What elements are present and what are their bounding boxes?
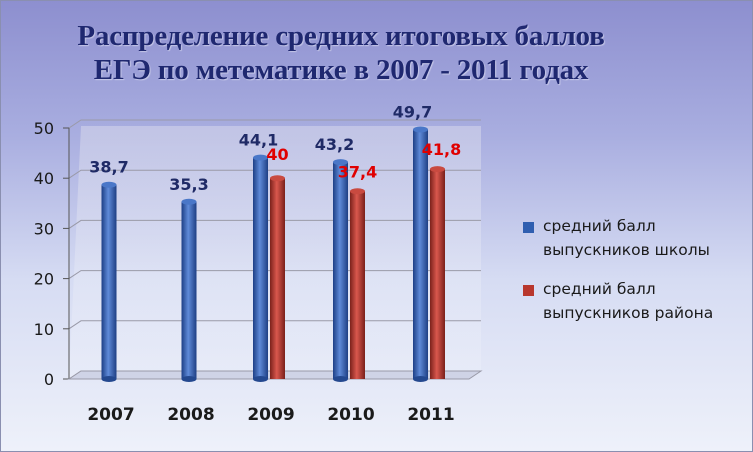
bar-base xyxy=(181,376,197,382)
data-label-district: 40 xyxy=(266,145,288,164)
y-tick-label: 40 xyxy=(34,169,54,188)
bar-school xyxy=(253,157,268,379)
x-category-label: 2008 xyxy=(167,405,214,425)
bar-cap-district xyxy=(430,166,445,173)
chart-title: Распределение средних итоговых баллов ЕГ… xyxy=(31,19,651,87)
data-label-district: 41,8 xyxy=(422,140,461,159)
gridline xyxy=(68,119,481,129)
bar-base xyxy=(253,376,268,382)
bar-school xyxy=(101,184,117,379)
legend-label-school-line-2: выпускников школы xyxy=(543,241,710,259)
y-tick-label: 50 xyxy=(34,119,54,138)
legend-swatch-district xyxy=(523,285,534,296)
data-label-district: 37,4 xyxy=(338,162,377,181)
legend: средний балл выпускников школы средний б… xyxy=(523,214,748,325)
bar-cap-school xyxy=(181,198,197,205)
legend-swatch-school xyxy=(523,222,534,233)
data-label-school: 49,7 xyxy=(393,103,432,122)
y-tick-label: 10 xyxy=(34,320,54,339)
x-category-label: 2009 xyxy=(247,405,294,425)
bar-cap-school xyxy=(333,159,348,166)
bar-district xyxy=(350,191,365,379)
legend-label-district-line-1: средний балл xyxy=(543,280,656,298)
bar-cap-school xyxy=(101,181,117,188)
bar-base xyxy=(101,376,117,382)
y-tick-label: 20 xyxy=(34,270,54,289)
bar-base xyxy=(413,376,428,382)
chart-title-line-1: Распределение средних итоговых баллов xyxy=(77,20,605,52)
bar-school xyxy=(181,201,197,379)
chart-title-line-2: ЕГЭ по метематике в 2007 - 2011 годах xyxy=(93,54,589,86)
y-tick-label: 0 xyxy=(44,370,54,389)
bar-school xyxy=(413,129,428,379)
legend-label-district-line-2: выпускников района xyxy=(543,304,714,322)
legend-item-district: средний балл выпускников района xyxy=(523,277,748,325)
bar-cap-school xyxy=(253,154,268,161)
x-category-label: 2010 xyxy=(327,405,374,425)
legend-label-school-line-1: средний балл xyxy=(543,217,656,235)
data-label-school: 44,1 xyxy=(239,131,278,150)
bar-district xyxy=(270,178,285,379)
y-tick-label: 30 xyxy=(34,219,54,238)
bar-district xyxy=(430,169,445,379)
bar-cap-district xyxy=(350,188,365,195)
bar-cap-school xyxy=(413,126,428,133)
data-label-school: 38,7 xyxy=(89,158,128,177)
legend-item-school: средний балл выпускников школы xyxy=(523,214,748,262)
x-category-label: 2007 xyxy=(87,405,134,425)
bar-base xyxy=(333,376,348,382)
data-label-school: 35,3 xyxy=(169,175,208,194)
data-label-school: 43,2 xyxy=(315,135,354,154)
bar-school xyxy=(333,162,348,379)
x-category-label: 2011 xyxy=(407,405,454,425)
bar-cap-district xyxy=(270,175,285,182)
